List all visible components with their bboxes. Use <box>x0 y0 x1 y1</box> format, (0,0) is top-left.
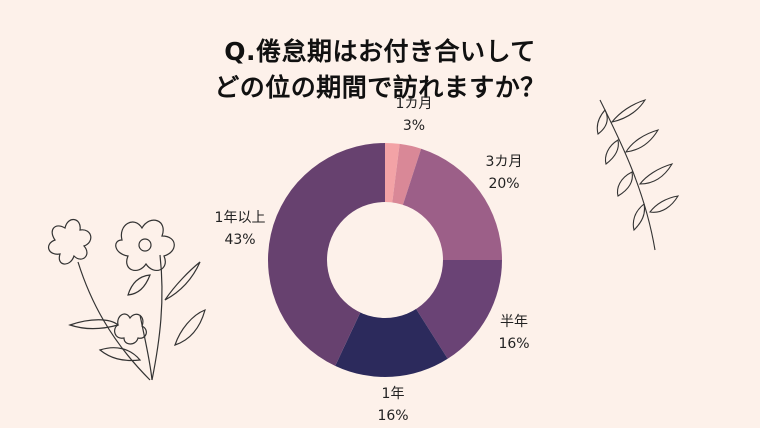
slice-labels: 1カ月 3% 3カ月 20% 半年 16% 1年 16% 1年以上 43% <box>215 96 530 424</box>
slice-label-1: 1カ月 <box>396 96 433 112</box>
slice-percent-4: 16% <box>377 408 408 424</box>
slice-percent-2: 20% <box>488 176 519 192</box>
slice-percent-5: 43% <box>224 232 255 248</box>
slice-label-5: 1年以上 <box>215 210 266 226</box>
flower-illustration-icon <box>47 219 206 381</box>
donut-slice-4 <box>335 260 448 377</box>
leaf-sprig-icon <box>596 99 680 251</box>
slice-label-2: 3カ月 <box>486 154 523 170</box>
chart-title-line-2: どの位の期間で訪れますか？ <box>214 73 546 102</box>
chart-title-line-1: Q.倦怠期はお付き合いして <box>224 37 536 66</box>
donut-slice-5 <box>268 143 385 366</box>
slice-label-3: 半年 <box>500 314 528 330</box>
slice-percent-1: 3% <box>403 118 425 134</box>
slice-percent-3: 16% <box>498 336 529 352</box>
donut-hole <box>327 202 443 318</box>
slice-label-4: 1年 <box>382 386 405 402</box>
